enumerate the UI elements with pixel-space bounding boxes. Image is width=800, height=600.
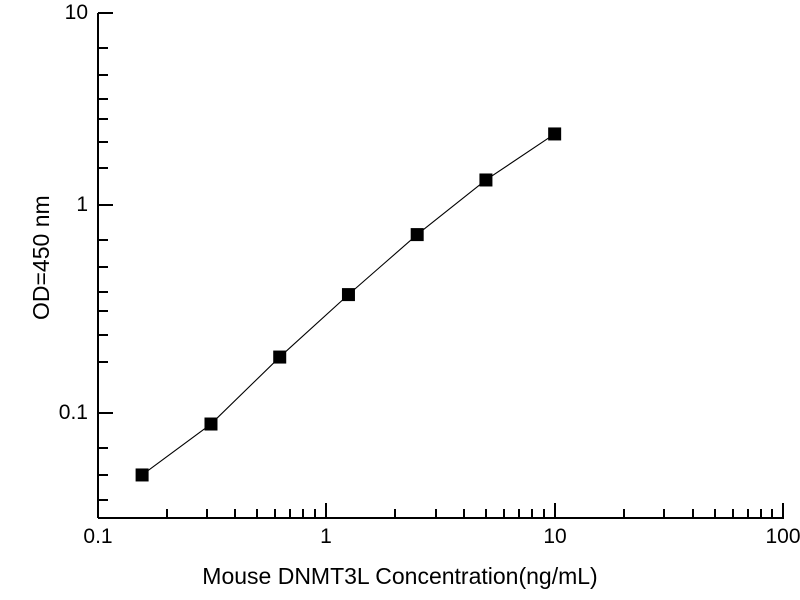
y-tick-label-0-1: 0.1 <box>58 401 88 424</box>
x-axis-ticks <box>96 503 785 518</box>
data-point-marker <box>341 288 355 302</box>
x-tick-label-10: 10 <box>543 525 567 548</box>
series-line-standard-curve <box>141 133 555 476</box>
x-tick-label-0-1: 0.1 <box>83 525 113 548</box>
y-tick-label-1: 1 <box>76 193 88 216</box>
x-axis-title: Mouse DNMT3L Concentration(ng/mL) <box>202 563 598 589</box>
data-point-marker <box>479 173 493 187</box>
series-markers <box>135 127 562 482</box>
x-tick-label-1: 1 <box>320 525 332 548</box>
y-axis-ticks <box>98 11 113 501</box>
y-axis-title: OD=450 nm <box>28 195 54 320</box>
data-point-marker <box>135 468 149 482</box>
data-point-marker <box>204 417 218 431</box>
data-point-marker <box>410 228 424 242</box>
data-point-marker <box>548 127 562 141</box>
x-tick-label-100: 100 <box>765 525 800 548</box>
data-point-marker <box>273 350 287 364</box>
y-tick-label-10: 10 <box>64 1 88 24</box>
